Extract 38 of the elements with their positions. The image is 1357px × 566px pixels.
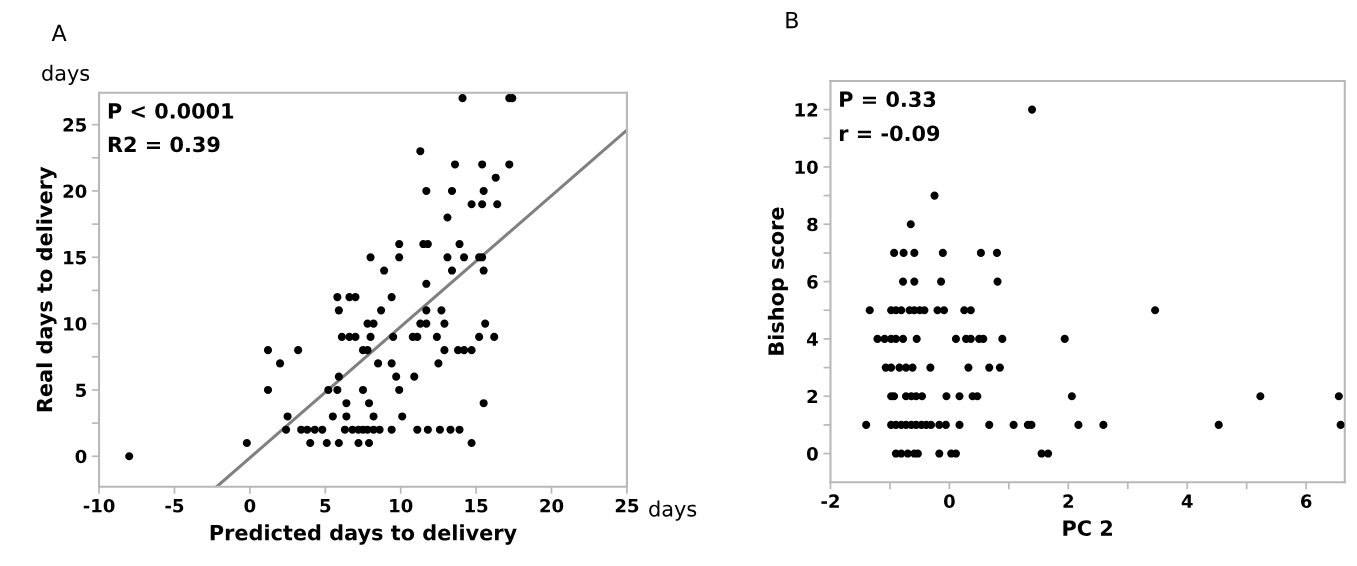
y-tick-label: 10	[64, 317, 87, 331]
chart-title: B	[786, 11, 798, 29]
chart-title: A	[51, 24, 67, 41]
y-axis-title: Bishop score	[767, 207, 788, 355]
y-tick-label: 0	[806, 447, 818, 461]
y-tick-label: 5	[76, 383, 86, 398]
y-tick-label: 20	[63, 184, 87, 199]
x-axis-title: PC 2	[1063, 520, 1112, 536]
x-tick-label: 6	[1300, 494, 1312, 509]
x-tick-label: -10	[83, 498, 115, 513]
y-tick-label: 0	[75, 449, 87, 464]
annotation: P < 0.0001	[108, 103, 234, 119]
annotation: R2 = 0.39	[108, 136, 220, 153]
x-tick-label: 4	[1181, 494, 1193, 508]
y-tick-label: 10	[795, 160, 818, 175]
annotation: P = 0.33	[840, 91, 936, 108]
x-tick-label: 0	[943, 494, 955, 509]
x-tick-label: 5	[320, 499, 331, 513]
x-tick-label: 15	[465, 499, 488, 513]
y-tick-label: 25	[63, 118, 86, 132]
x-tick-label: 2	[1063, 494, 1074, 508]
y-tick-label: 4	[806, 332, 818, 346]
x-axis-title: Predicted days to delivery	[210, 524, 517, 545]
y-tick-label: 8	[807, 217, 818, 232]
text: days	[649, 500, 697, 521]
y-tick-label: 2	[807, 389, 818, 404]
x-tick-label: 10	[390, 498, 413, 513]
annotation: r = -0.09	[839, 125, 940, 142]
y-tick-label: 6	[807, 275, 818, 289]
text: days	[42, 64, 90, 85]
y-tick-label: 12	[795, 103, 818, 117]
y-tick-label: 15	[64, 250, 86, 265]
x-tick-label: 0	[244, 498, 256, 513]
x-tick-label: -5	[165, 499, 184, 513]
x-tick-label: 25	[615, 498, 639, 513]
x-tick-label: -2	[821, 494, 839, 508]
y-axis-title: Real days to delivery	[36, 166, 57, 412]
x-tick-label: 20	[540, 498, 564, 513]
